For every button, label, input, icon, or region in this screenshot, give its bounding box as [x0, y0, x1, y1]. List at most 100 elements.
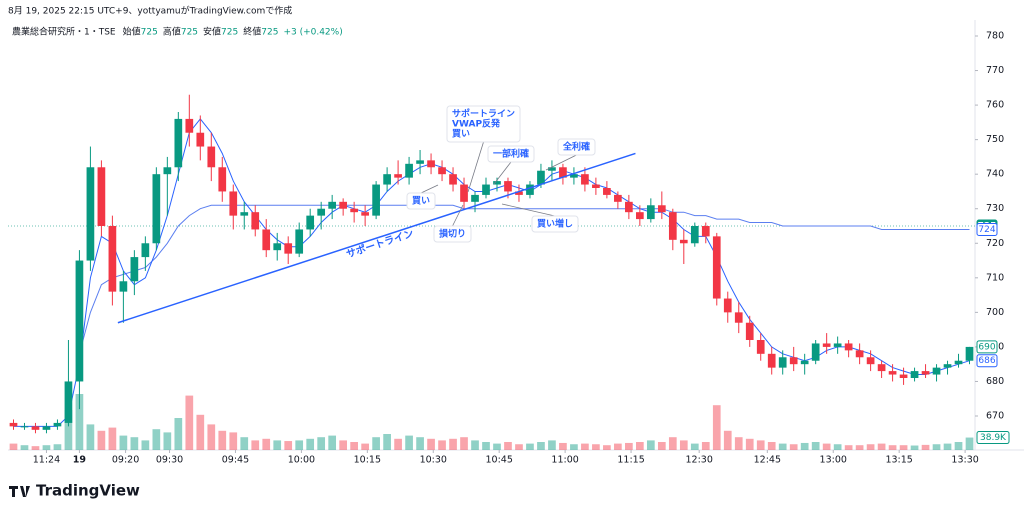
volume-bar	[471, 440, 479, 450]
candle-body	[482, 184, 490, 195]
price-label: 690	[978, 342, 995, 352]
candle-body	[416, 160, 424, 164]
volume-bar	[734, 437, 743, 450]
volume-bar	[559, 442, 567, 450]
volume-bar	[339, 440, 347, 450]
indicator-line	[13, 118, 970, 427]
candle-body	[603, 188, 611, 195]
candle-body	[394, 174, 402, 178]
candle-body	[75, 260, 84, 382]
candle-body	[625, 201, 633, 213]
annotation-text: 買い増し	[537, 218, 573, 230]
candle-body	[174, 118, 183, 168]
y-tick-label: 730	[986, 203, 1004, 214]
annotation-leader	[420, 184, 439, 194]
candle-body	[86, 167, 95, 261]
volume-bar	[284, 441, 293, 450]
candle-body	[954, 360, 963, 365]
legend-item: +3 (+0.42%)	[283, 28, 342, 38]
candle-body	[449, 174, 457, 185]
candle-body	[712, 236, 721, 299]
x-tick-label: 09:20	[112, 455, 139, 466]
candle-body	[504, 181, 512, 192]
candle-body	[537, 170, 545, 185]
annotation-box	[557, 138, 596, 156]
volume-bar	[53, 444, 62, 450]
x-tick-label: 09:30	[156, 455, 183, 466]
volume-bar	[383, 434, 391, 450]
candle-body	[262, 229, 271, 251]
candle-body	[493, 181, 501, 185]
volume-bar	[943, 443, 952, 450]
candle-body	[185, 118, 194, 133]
candle-body	[9, 422, 18, 427]
candle-body	[679, 239, 688, 244]
candle-body	[636, 212, 644, 220]
y-tick-label: 770	[986, 65, 1004, 76]
volume-bar	[493, 443, 501, 450]
volume-bar	[723, 430, 732, 450]
volume-bar	[438, 440, 446, 450]
price-label-box	[976, 222, 998, 236]
candle-body	[855, 350, 864, 358]
candle-body	[471, 194, 479, 202]
volume-bar	[86, 424, 95, 450]
candle-body	[350, 208, 358, 213]
volume-bar	[526, 443, 534, 450]
candle-body	[515, 191, 523, 195]
volume-bar	[866, 444, 875, 450]
candle-body	[141, 243, 150, 258]
volume-bar	[679, 440, 688, 450]
volume-bar	[262, 438, 271, 450]
volume-bar	[119, 435, 128, 450]
x-tick-label: 10:00	[288, 455, 315, 466]
volume-bar	[306, 438, 315, 450]
volume-bar	[625, 442, 633, 450]
candle-body	[822, 343, 831, 347]
y-tick-label: 680	[986, 376, 1004, 387]
candle-body	[548, 167, 556, 171]
annotation-box	[531, 215, 579, 233]
volume-bar	[504, 442, 512, 450]
volume-bar	[603, 445, 611, 450]
annotation-leader	[452, 204, 464, 227]
annotation-leader	[467, 141, 484, 193]
volume-bar	[416, 437, 424, 450]
volume-bar	[636, 442, 644, 450]
volume-bar	[899, 445, 908, 450]
candle-body	[438, 167, 446, 175]
candle-body	[581, 174, 589, 185]
legend-item: 農業総合研究所・1・TSE	[12, 26, 116, 38]
volume-bar	[570, 444, 578, 450]
volume-bar	[833, 444, 842, 450]
x-tick-label: 09:45	[222, 455, 249, 466]
y-tick-label: 710	[986, 272, 1004, 283]
x-tick-label: 11:00	[551, 455, 578, 466]
candle-body	[899, 374, 908, 378]
volume-bar	[317, 437, 326, 450]
candle-body	[361, 212, 369, 216]
candle-body	[196, 132, 205, 147]
volume-bar	[152, 429, 161, 450]
legend-item: 725	[221, 28, 238, 38]
volume-bar	[855, 445, 864, 450]
candle-body	[646, 205, 655, 220]
x-tick-label: 13:30	[951, 455, 978, 466]
annotation-leader	[501, 203, 556, 217]
volume-bar	[273, 440, 282, 450]
candle-body	[833, 343, 842, 347]
annotation-leader	[493, 161, 512, 185]
volume-bar	[657, 442, 666, 450]
volume-bar	[910, 445, 919, 450]
volume-bar	[614, 443, 622, 450]
volume-bar	[20, 445, 29, 450]
candle-body	[767, 353, 776, 368]
legend-item: 高値	[163, 26, 181, 38]
legend-item: 725	[181, 28, 198, 38]
volume-bar	[207, 424, 216, 450]
candle-body	[965, 346, 974, 361]
volume-bar	[548, 440, 556, 450]
annotation-box	[487, 145, 535, 163]
volume-label: 38.9K	[980, 433, 1007, 443]
volume-bar	[295, 440, 304, 450]
